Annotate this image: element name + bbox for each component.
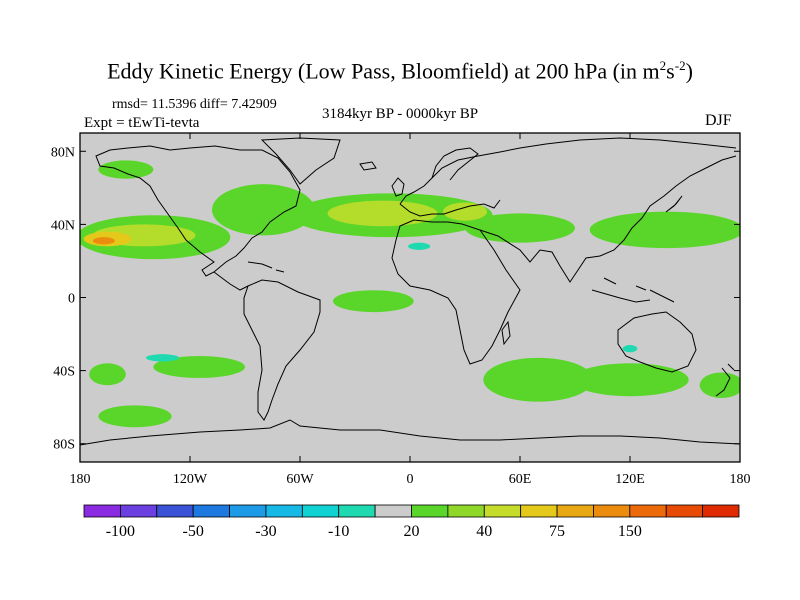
y-tick-label-2: 0 xyxy=(68,292,75,307)
colorbar-label-3: -10 xyxy=(328,523,349,540)
title-text: Eddy Kinetic Energy (Low Pass, Bloomfiel… xyxy=(107,58,660,84)
colorbar-box-11 xyxy=(483,504,522,518)
colorbar-box-4 xyxy=(229,504,267,518)
y-tick-label-4: 80S xyxy=(53,438,75,453)
experiment-label: Expt = tEwTi-tevta xyxy=(84,115,200,131)
colorbar-box-2 xyxy=(156,504,194,518)
colorbar-box-1 xyxy=(119,504,158,518)
colorbar-box-13 xyxy=(556,504,594,518)
colorbar-box-3 xyxy=(192,504,230,518)
field-region-green-8 xyxy=(153,355,245,378)
colorbar-label-2: -30 xyxy=(255,523,276,540)
x-tick-label-2: 60W xyxy=(286,472,314,487)
colorbar-box-10 xyxy=(447,504,485,518)
field-region-green-4 xyxy=(589,211,740,249)
field-region-cyan-19 xyxy=(146,354,179,362)
colorbar: -100 -50 -30 -10 20 40 75 150 xyxy=(83,504,740,540)
field-region-green-10 xyxy=(89,363,126,386)
colorbar-label-7: 150 xyxy=(618,523,642,540)
y-tick-label-3: 40S xyxy=(53,365,75,380)
title-close: ) xyxy=(685,58,693,84)
title-unit-exponent-2: -2 xyxy=(674,58,686,73)
colorbar-box-0 xyxy=(83,504,121,518)
colorbar-box-12 xyxy=(520,504,558,518)
colorbar-box-8 xyxy=(374,504,412,518)
colorbar-box-17 xyxy=(702,504,740,518)
colorbar-label-5: 40 xyxy=(476,523,492,540)
field-region-cyan-20 xyxy=(622,345,638,353)
colorbar-box-14 xyxy=(593,504,631,518)
x-tick-label-0: 180 xyxy=(70,472,91,487)
axes: 180 120W 60W 0 60E 120E 180 80N 40N 0 40S 80S xyxy=(51,133,751,487)
y-tick-label-0: 80N xyxy=(51,145,75,160)
field-region-green-3 xyxy=(465,213,575,243)
colorbar-label-1: -50 xyxy=(183,523,204,540)
colorbar-box-9 xyxy=(411,504,449,518)
field-region-yellowgreen-14 xyxy=(327,200,438,227)
field-region-green-11 xyxy=(98,405,172,428)
colorbar-label-6: 75 xyxy=(549,523,565,540)
x-tick-label-5: 120E xyxy=(615,472,645,487)
stats-label: rmsd= 11.5396 diff= 7.42909 xyxy=(112,97,277,112)
field-region-green-12 xyxy=(98,160,154,179)
colorbar-box-15 xyxy=(629,504,667,518)
field-region-green-6 xyxy=(483,357,594,402)
field-region-green-7 xyxy=(571,363,689,397)
field-region-yellowgreen-15 xyxy=(443,202,487,221)
field-region-green-5 xyxy=(333,290,414,313)
field-region-cyan-18 xyxy=(408,242,431,250)
colorbar-box-6 xyxy=(301,504,340,518)
x-tick-label-4: 60E xyxy=(509,472,532,487)
colorbar-box-16 xyxy=(665,504,704,518)
field-layer xyxy=(80,160,740,428)
title-unit-s: s xyxy=(666,58,675,84)
coastlines xyxy=(80,137,740,446)
x-tick-label-3: 0 xyxy=(407,472,414,487)
chart-title: Eddy Kinetic Energy (Low Pass, Bloomfiel… xyxy=(0,58,800,84)
field-region-green-1 xyxy=(212,184,315,236)
period-label: 3184kyr BP - 0000kyr BP xyxy=(321,106,479,122)
y-tick-label-1: 40N xyxy=(51,218,75,233)
colorbar-box-5 xyxy=(265,504,303,518)
x-tick-label-6: 180 xyxy=(730,472,751,487)
x-tick-label-1: 120W xyxy=(173,472,208,487)
colorbar-box-7 xyxy=(338,504,376,518)
season-label: DJF xyxy=(705,112,732,129)
colorbar-label-4: 20 xyxy=(404,523,420,540)
field-region-green-9 xyxy=(699,372,740,399)
field-region-orange-17 xyxy=(92,237,115,245)
colorbar-label-0: -100 xyxy=(106,523,135,540)
title-unit-exponent-1: 2 xyxy=(659,58,667,73)
